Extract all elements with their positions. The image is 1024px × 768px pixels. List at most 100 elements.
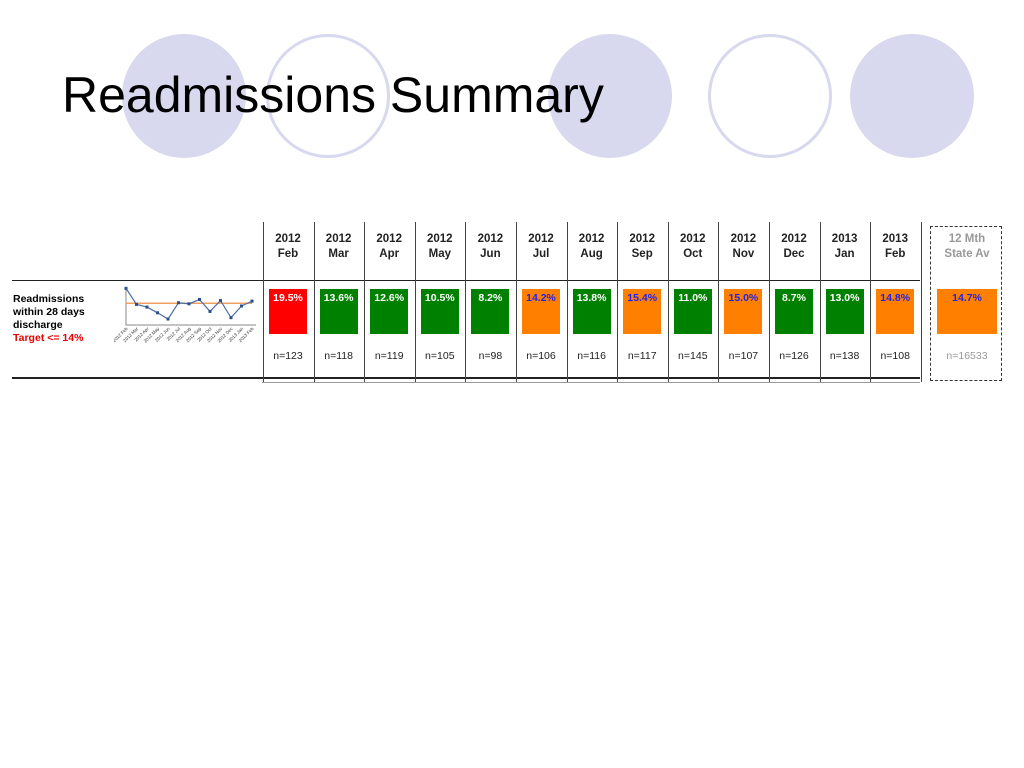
column-header-month: Dec [783,248,805,260]
column-header-year: 2012 [325,233,352,245]
readmission-rate-cell: 15.0% [724,289,763,334]
readmission-rate-cell: 12.6% [370,289,409,334]
sparkline-point [187,302,191,306]
sparkline-point [250,299,254,303]
column-header-year: 2012 [629,233,655,245]
sparkline-point [219,299,222,303]
sparkline-point [198,297,201,301]
column-header-month: Feb [277,248,299,260]
sparkline-point [177,301,180,305]
sparkline-point [145,305,149,309]
column-header-year: 2012 [376,233,402,245]
table-column-divider [414,222,416,382]
column-header-month: Jul [532,248,550,260]
sample-size-label: n=119 [374,350,404,362]
column-header-year: 2012 [427,233,453,245]
row-label: Readmissions within 28 days discharge Ta… [13,293,113,345]
column-header-year: 2012 [275,233,301,245]
sample-size-label: n=118 [324,350,353,362]
sample-size-label: n=126 [779,350,809,362]
column-header: 2012 Jul [516,232,566,262]
column-header-month: Sep [631,248,653,260]
table-column-divider [870,222,872,382]
readmission-rate-cell: 8.7% [775,289,813,334]
column-header: 2013 Feb [870,232,920,262]
table-column-divider [920,222,922,382]
column-header-month: Feb [884,248,906,260]
column-header-year: 2013 [882,233,908,245]
column-header-month: Oct [683,248,703,260]
readmission-rate-cell: 13.0% [825,289,864,334]
sparkline-point [240,304,243,308]
table-column-divider [819,222,821,382]
state-average-box [930,226,1002,381]
column-header-year: 2012 [781,233,807,245]
decorative-circle [708,34,832,158]
table-column-divider [667,222,669,382]
state-average-n: n=16533 [946,350,988,362]
decorative-circle [122,34,246,158]
sparkline-axis [125,287,256,326]
column-header-year: 2012 [477,233,504,245]
sparkline-point [156,311,159,315]
table-column-divider [263,222,264,382]
row-label-line: within 28 days [13,306,85,318]
column-header: 2012 Sep [617,232,667,262]
sample-size-label: n=123 [273,350,303,362]
sparkline-point [135,302,138,306]
readmission-rate-cell: 14.8% [876,289,915,334]
table-column-divider [364,222,366,382]
readmission-rate-cell: 13.6% [319,289,358,334]
readmission-rate-cell: 8.2% [471,289,510,334]
table-column-divider [465,222,467,382]
column-header-month: Nov [732,248,755,260]
table-column-divider [718,222,720,382]
sample-size-label: n=106 [526,350,556,362]
column-header-year: 2012 [730,233,757,245]
decorative-circle [548,34,672,158]
column-header: 2012 Jun [465,232,515,262]
column-header-month: Aug [580,248,603,260]
sample-size-label: n=105 [425,350,455,362]
sparkline-point [208,309,212,313]
readmission-rate-cell: 15.4% [623,289,662,334]
readmission-rate-cell: 13.8% [572,289,611,334]
table-column-divider [516,222,517,382]
column-header: 2012 May [415,232,465,262]
page-title: Readmissions Summary [62,67,604,123]
column-header: 2013 Jan [820,232,870,262]
sparkline-point [124,286,128,290]
column-header-year: 2012 [578,233,605,245]
column-header: 2012 Dec [769,232,819,262]
decorative-circle [266,34,390,158]
readmission-rate-cell: 14.2% [522,289,560,334]
sample-size-label: n=108 [880,350,910,362]
column-header: 2012 Feb [263,232,313,262]
column-header-month: Jun [480,248,501,260]
table-rule-bottom-2 [262,382,920,383]
sample-size-label: n=145 [678,350,708,362]
column-header: 2012 Apr [364,232,414,262]
row-label-line: discharge [13,319,63,331]
column-header-month: Mar [328,248,349,260]
column-header: 2012 Aug [567,232,617,262]
readmission-rate-cell: 19.5% [269,289,307,334]
column-header-month: Apr [379,248,400,260]
table-column-divider [617,222,619,382]
column-header-year: 2012 [680,233,706,245]
table-column-divider [313,222,315,382]
sparkline-point [166,317,170,321]
sample-size-label: n=116 [577,350,606,362]
row-label-line: Readmissions [13,293,85,305]
column-header: 2012 Nov [718,232,768,262]
column-header-month: Jan [834,248,855,260]
column-header-month: May [428,248,451,260]
sparkline-point [229,316,233,320]
state-average-value: 14.7% [937,289,997,334]
readmission-rate-cell: 11.0% [673,289,712,334]
table-column-divider [566,222,568,382]
decorative-circle [850,34,974,158]
state-average-header: 12 Mth State Av [932,232,1002,262]
sample-size-label: n=117 [627,350,657,362]
column-header-year: 2013 [831,233,858,245]
